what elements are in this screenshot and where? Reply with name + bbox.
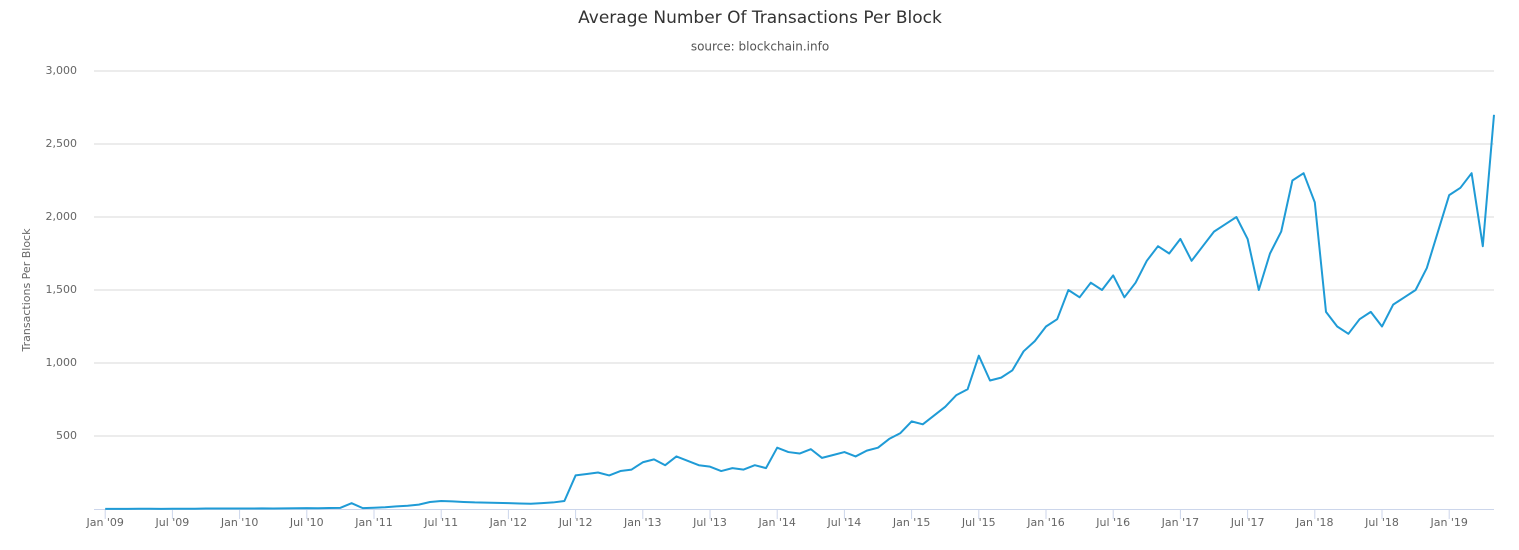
x-tick-label: Jul '09 xyxy=(155,516,190,529)
y-tick-label: 1,500 xyxy=(46,283,78,296)
y-tick-label: 500 xyxy=(56,429,77,442)
x-tick-label: Jul '17 xyxy=(1230,516,1265,529)
y-tick-label: 1,000 xyxy=(46,356,78,369)
data-line xyxy=(105,114,1495,510)
x-tick-label: Jan '10 xyxy=(220,516,258,529)
x-tick-label: Jan '12 xyxy=(489,516,527,529)
y-tick-label: 2,500 xyxy=(46,137,78,150)
x-tick-label: Jan '09 xyxy=(85,516,123,529)
x-tick-label: Jan '18 xyxy=(1295,516,1333,529)
x-tick-label: Jul '14 xyxy=(827,516,862,529)
y-tick-label: 2,000 xyxy=(46,210,78,223)
x-tick-label: Jan '14 xyxy=(757,516,795,529)
chart-title: Average Number Of Transactions Per Block xyxy=(578,8,942,28)
x-tick-label: Jan '16 xyxy=(1026,516,1064,529)
x-tick-label: Jan '17 xyxy=(1161,516,1199,529)
x-tick-label: Jul '15 xyxy=(961,516,996,529)
y-axis-label: Transactions Per Block xyxy=(20,228,33,353)
x-tick-label: Jan '19 xyxy=(1429,516,1467,529)
x-tick-label: Jul '13 xyxy=(692,516,727,529)
x-tick-label: Jan '13 xyxy=(623,516,661,529)
x-tick-label: Jan '15 xyxy=(892,516,930,529)
x-tick-label: Jul '10 xyxy=(289,516,324,529)
chart-subtitle: source: blockchain.info xyxy=(691,40,829,54)
y-tick-label: 3,000 xyxy=(46,64,78,77)
x-tick-label: Jul '18 xyxy=(1364,516,1399,529)
x-tick-label: Jan '11 xyxy=(354,516,392,529)
x-tick-label: Jul '12 xyxy=(558,516,593,529)
x-tick-label: Jul '16 xyxy=(1095,516,1130,529)
x-tick-label: Jul '11 xyxy=(423,516,458,529)
